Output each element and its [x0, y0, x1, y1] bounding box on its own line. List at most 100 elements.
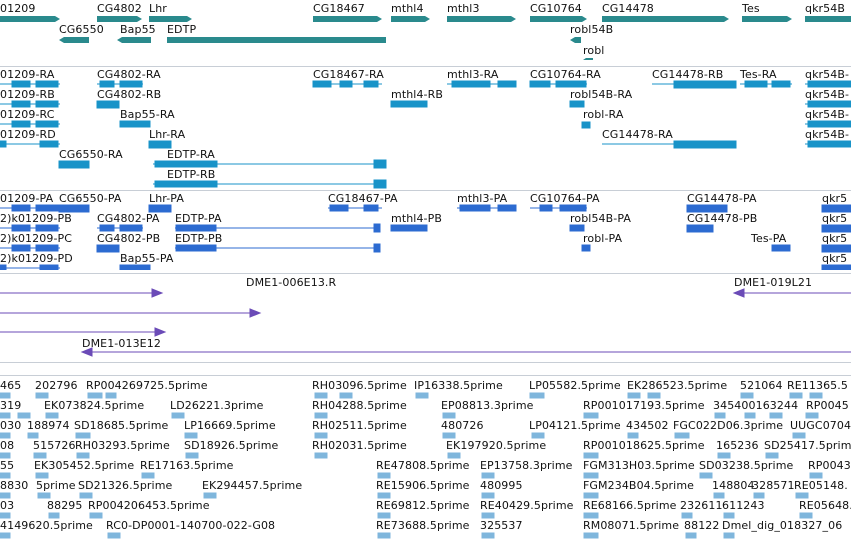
clone-label[interactable]: DME1-013E12: [82, 337, 161, 350]
protein-label[interactable]: Bap55-PA: [120, 252, 174, 265]
est-label[interactable]: 319: [0, 399, 22, 412]
est-label[interactable]: EK073824.5prime: [44, 399, 145, 412]
est-label[interactable]: 521064: [740, 379, 783, 392]
est-label[interactable]: RP0045: [806, 399, 849, 412]
est-label[interactable]: IP16338.5prime: [414, 379, 503, 392]
protein-label[interactable]: Tes-PA: [751, 232, 787, 245]
est-label[interactable]: RP004269725.5prime: [86, 379, 208, 392]
est-label[interactable]: 465: [0, 379, 22, 392]
protein-label[interactable]: 2)k01209-PC: [0, 232, 73, 245]
transcript-label[interactable]: CG14478-RA: [602, 128, 673, 141]
gene-label[interactable]: Tes: [742, 2, 760, 15]
est-label[interactable]: RE40429.5prime: [480, 499, 574, 512]
protein-label[interactable]: robl54B-PA: [570, 212, 632, 225]
est-label[interactable]: EK305452.5prime: [34, 459, 135, 472]
est-label[interactable]: SD18926.5prime: [184, 439, 279, 452]
est-label[interactable]: RE68166.5prime: [583, 499, 677, 512]
est-label[interactable]: 03: [0, 499, 15, 512]
est-label[interactable]: 030: [0, 419, 22, 432]
est-label[interactable]: LP16669.5prime: [184, 419, 276, 432]
est-label[interactable]: EK294457.5prime: [202, 479, 303, 492]
protein-label[interactable]: CG18467-PA: [328, 192, 398, 205]
protein-label[interactable]: 2)k01209-PD: [0, 252, 73, 265]
est-label[interactable]: FGM313H03.5prime: [583, 459, 695, 472]
transcript-label[interactable]: 01209-RB: [0, 88, 55, 101]
protein-label[interactable]: 01209-PA: [0, 192, 54, 205]
protein-label[interactable]: qkr5: [822, 192, 848, 205]
est-label[interactable]: 55: [0, 459, 15, 472]
protein-label[interactable]: CG4802-PB: [97, 232, 161, 245]
gene-label[interactable]: CG18467: [313, 2, 365, 15]
est-label[interactable]: RP004206453.5prime: [88, 499, 210, 512]
est-label[interactable]: EP08813.3prime: [441, 399, 534, 412]
gene-label[interactable]: CG4802: [97, 2, 142, 15]
est-label[interactable]: SD25417.5prime: [764, 439, 851, 452]
transcript-label[interactable]: CG10764-RA: [530, 68, 601, 81]
protein-label[interactable]: CG10764-PA: [530, 192, 600, 205]
protein-label[interactable]: qkr5: [822, 232, 848, 245]
protein-label[interactable]: CG14478-PA: [687, 192, 757, 205]
protein-label[interactable]: EDTP-PB: [175, 232, 223, 245]
protein-label[interactable]: qkr5: [822, 252, 848, 265]
transcript-label[interactable]: 01209-RC: [0, 108, 55, 121]
protein-label[interactable]: CG4802-PA: [97, 212, 160, 225]
est-label[interactable]: FGC022D06.3prime: [673, 419, 784, 432]
gene-label[interactable]: mthl3: [447, 2, 480, 15]
est-label[interactable]: 88122: [684, 519, 720, 532]
est-label[interactable]: RH03096.5prime: [312, 379, 407, 392]
est-label[interactable]: 188974: [27, 419, 70, 432]
protein-label[interactable]: EDTP-PA: [175, 212, 222, 225]
protein-label[interactable]: 2)k01209-PB: [0, 212, 72, 225]
gene-label[interactable]: robl54B: [570, 23, 614, 36]
est-label[interactable]: RH03293.5prime: [75, 439, 170, 452]
est-label[interactable]: 202796: [35, 379, 78, 392]
protein-label[interactable]: robl-PA: [583, 232, 623, 245]
gene-label[interactable]: CG10764: [530, 2, 582, 15]
gene-label[interactable]: EDTP: [167, 23, 197, 36]
est-label[interactable]: RE15906.5prime: [376, 479, 470, 492]
transcript-label[interactable]: Lhr-RA: [149, 128, 186, 141]
transcript-label[interactable]: CG4802-RA: [97, 68, 161, 81]
est-label[interactable]: 328571: [752, 479, 795, 492]
est-label[interactable]: 88295: [47, 499, 83, 512]
est-label[interactable]: RH02511.5prime: [312, 419, 407, 432]
est-label[interactable]: 232611: [680, 499, 723, 512]
est-label[interactable]: RH04288.5prime: [312, 399, 407, 412]
transcript-label[interactable]: CG6550-RA: [59, 148, 123, 161]
transcript-label[interactable]: EDTP-RB: [167, 168, 216, 181]
est-label[interactable]: 480995: [480, 479, 523, 492]
gene-label[interactable]: CG6550: [59, 23, 104, 36]
transcript-label[interactable]: EDTP-RA: [167, 148, 215, 161]
est-label[interactable]: RC0-DP0001-140700-022-G08: [106, 519, 276, 532]
protein-label[interactable]: CG6550-PA: [59, 192, 122, 205]
est-label[interactable]: 345400163244: [713, 399, 799, 412]
est-label[interactable]: 325537: [480, 519, 523, 532]
est-label[interactable]: SD18685.5prime: [74, 419, 169, 432]
est-label[interactable]: RP001018625.5prime: [583, 439, 705, 452]
est-label[interactable]: Dmel_dig_018327_06: [722, 519, 843, 532]
est-label[interactable]: RE05148.: [794, 479, 848, 492]
est-label[interactable]: 148804: [712, 479, 755, 492]
est-label[interactable]: EK286523.5prime: [627, 379, 728, 392]
protein-label[interactable]: qkr5: [822, 212, 848, 225]
gene-label[interactable]: CG14478: [602, 2, 654, 15]
est-label[interactable]: RE11365.5: [787, 379, 848, 392]
est-label[interactable]: 515726: [33, 439, 76, 452]
transcript-label[interactable]: qkr54B-: [805, 108, 850, 121]
est-label[interactable]: LP05582.5prime: [529, 379, 621, 392]
est-label[interactable]: RE17163.5prime: [140, 459, 234, 472]
est-label[interactable]: 480726: [441, 419, 484, 432]
transcript-label[interactable]: CG18467-RA: [313, 68, 384, 81]
protein-label[interactable]: Lhr-PA: [149, 192, 184, 205]
est-label[interactable]: RE05648.5: [799, 499, 851, 512]
transcript-label[interactable]: Bap55-RA: [120, 108, 175, 121]
transcript-label[interactable]: mthl4-RB: [391, 88, 444, 101]
transcript-label[interactable]: CG14478-RB: [652, 68, 724, 81]
est-label[interactable]: RH02031.5prime: [312, 439, 407, 452]
transcript-label[interactable]: 01209-RA: [0, 68, 55, 81]
est-label[interactable]: SD03238.5prime: [699, 459, 794, 472]
est-label[interactable]: LP04121.5prime: [529, 419, 621, 432]
gene-label[interactable]: Bap55: [120, 23, 156, 36]
transcript-label[interactable]: qkr54B-: [805, 68, 850, 81]
est-label[interactable]: FGM234B04.5prime: [583, 479, 695, 492]
